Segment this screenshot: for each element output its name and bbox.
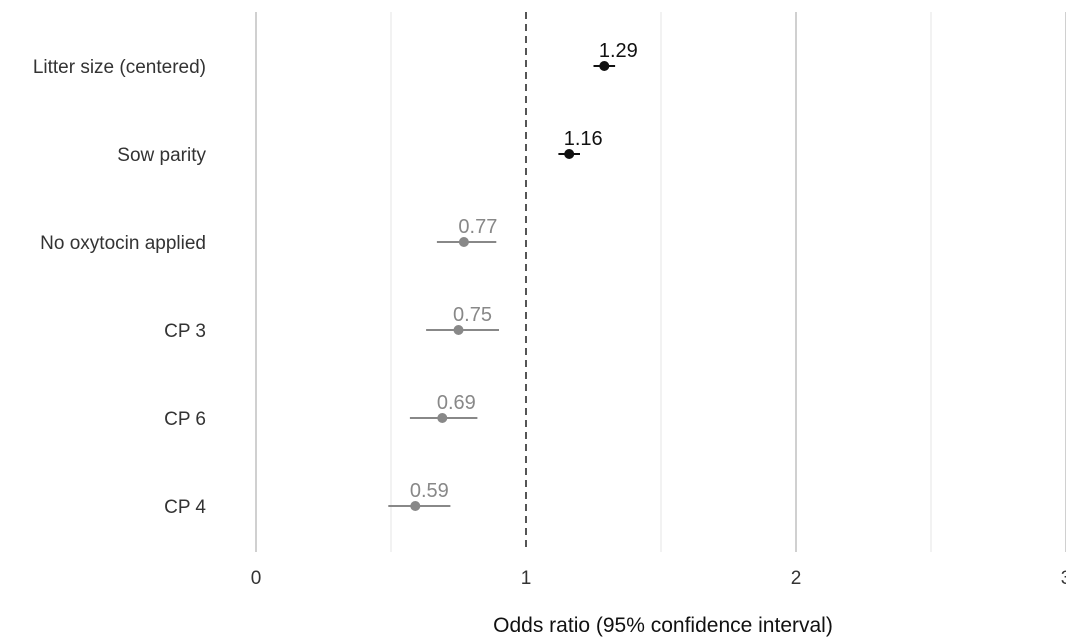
point-estimate (410, 501, 421, 511)
point-estimate (437, 413, 448, 423)
value-label: 1.16 (564, 128, 603, 150)
category-label: CP 4 (164, 497, 206, 518)
value-label: 0.69 (437, 392, 476, 414)
category-label: Sow parity (117, 145, 206, 166)
category-label: No oxytocin applied (40, 233, 206, 254)
estimate-rows: Litter size (centered) 1.29 Sow parity 1.16… (33, 40, 638, 518)
category-label: CP 6 (164, 409, 206, 430)
value-label: 0.75 (453, 304, 492, 326)
category-label: CP 3 (164, 321, 206, 342)
x-tick-label: 1 (521, 568, 532, 589)
x-axis-title: Odds ratio (95% confidence interval) (493, 614, 833, 637)
value-label: 0.59 (410, 480, 449, 502)
value-label: 1.29 (599, 40, 638, 62)
grid-layer (255, 12, 1066, 552)
x-tick-label: 0 (251, 568, 262, 589)
point-estimate (458, 237, 469, 247)
point-estimate (453, 325, 464, 335)
value-label: 0.77 (458, 216, 497, 238)
point-estimate (599, 61, 610, 71)
x-axis: 0 1 2 3 (251, 568, 1066, 589)
point-estimate (564, 149, 575, 159)
category-label: Litter size (centered) (33, 57, 206, 78)
x-tick-label: 3 (1061, 568, 1066, 589)
x-tick-label: 2 (791, 568, 802, 589)
